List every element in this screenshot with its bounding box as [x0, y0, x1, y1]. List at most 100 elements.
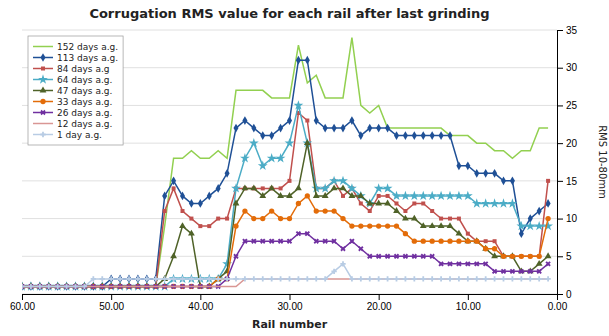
- plot-area: 60.0050.0040.0030.0020.0010.000.00051015…: [10, 25, 578, 312]
- marker: [534, 221, 544, 230]
- marker: [421, 239, 426, 244]
- marker: [135, 276, 140, 281]
- y-tick-label: 0: [566, 289, 572, 300]
- marker: [232, 252, 240, 260]
- series-group: [22, 38, 553, 291]
- marker: [224, 276, 229, 281]
- marker: [153, 276, 158, 281]
- marker: [447, 222, 454, 228]
- chart: 60.0050.0040.0030.0020.0010.000.00051015…: [0, 0, 609, 336]
- marker: [303, 230, 311, 238]
- x-tick: 20.00: [367, 294, 392, 312]
- x-tick-mark: [290, 294, 291, 300]
- legend-label: 152 days a.g.: [57, 42, 118, 52]
- marker: [516, 221, 526, 230]
- marker: [536, 276, 541, 281]
- marker: [207, 224, 211, 228]
- marker: [250, 184, 257, 190]
- series-markers: [22, 100, 553, 290]
- marker: [162, 192, 167, 201]
- marker: [367, 223, 372, 228]
- marker: [64, 284, 69, 289]
- x-tick-mark: [468, 294, 469, 300]
- marker: [287, 276, 292, 281]
- marker: [427, 191, 437, 200]
- marker: [285, 237, 293, 245]
- y-axis: 05101520253035: [557, 25, 578, 300]
- marker: [491, 252, 498, 258]
- series-markers: [22, 56, 551, 291]
- legend-item: 64 days a.g.: [33, 74, 112, 84]
- legend-marker: [40, 87, 47, 93]
- marker: [22, 284, 25, 289]
- legend-marker: [40, 99, 45, 104]
- marker: [537, 254, 542, 259]
- marker: [429, 276, 434, 281]
- marker: [483, 169, 488, 178]
- marker: [269, 131, 274, 140]
- marker: [207, 192, 212, 201]
- marker: [446, 260, 454, 268]
- marker: [268, 184, 275, 190]
- marker: [383, 183, 393, 192]
- marker: [332, 124, 337, 133]
- marker: [501, 254, 506, 259]
- marker: [278, 124, 283, 133]
- marker: [366, 200, 373, 206]
- marker: [410, 252, 418, 260]
- marker: [374, 183, 384, 192]
- marker: [249, 138, 259, 147]
- x-axis-title: Rail number: [252, 318, 328, 331]
- marker: [207, 276, 212, 281]
- marker: [447, 239, 452, 244]
- marker: [258, 161, 268, 170]
- marker: [331, 184, 338, 190]
- legend-label: 47 days a.g.: [57, 86, 112, 96]
- marker: [55, 284, 60, 289]
- x-axis-line: [23, 295, 558, 301]
- series-line: [22, 105, 548, 286]
- marker: [46, 284, 51, 289]
- marker: [340, 261, 345, 266]
- marker: [349, 192, 356, 198]
- y-tick-label: 30: [566, 62, 578, 73]
- marker: [475, 239, 479, 243]
- marker: [357, 192, 364, 198]
- legend-item: 26 days a.g.: [33, 108, 112, 118]
- marker: [305, 276, 310, 281]
- y-tick-label: 10: [566, 213, 578, 224]
- marker: [465, 276, 470, 281]
- marker: [162, 276, 167, 281]
- x-tick-label: 20.00: [367, 301, 392, 312]
- legend-item: 12 days a.g.: [33, 119, 112, 129]
- marker: [331, 208, 336, 213]
- marker: [508, 267, 516, 275]
- marker: [305, 119, 309, 123]
- marker: [481, 198, 491, 207]
- marker: [189, 217, 193, 221]
- y-tick-label: 25: [566, 100, 578, 111]
- series-markers: [22, 193, 551, 289]
- marker: [412, 131, 417, 140]
- marker: [456, 230, 463, 236]
- marker: [492, 276, 497, 281]
- marker: [535, 267, 543, 275]
- marker: [447, 276, 452, 281]
- marker: [519, 254, 524, 259]
- marker: [269, 208, 274, 213]
- y-tick: 25: [557, 100, 578, 111]
- y-tick: 20: [557, 138, 578, 149]
- legend-label: 26 days a.g.: [57, 108, 112, 118]
- x-tick-label: 0.00: [548, 301, 568, 312]
- marker: [358, 276, 363, 281]
- marker: [233, 200, 240, 206]
- marker: [411, 215, 418, 221]
- marker: [242, 116, 247, 125]
- y-tick-label: 35: [566, 25, 578, 36]
- marker: [126, 276, 131, 281]
- marker: [403, 276, 408, 281]
- marker: [401, 252, 409, 260]
- marker: [430, 131, 435, 140]
- marker: [311, 183, 321, 192]
- title: Corrugation RMS value for each rail afte…: [89, 6, 489, 21]
